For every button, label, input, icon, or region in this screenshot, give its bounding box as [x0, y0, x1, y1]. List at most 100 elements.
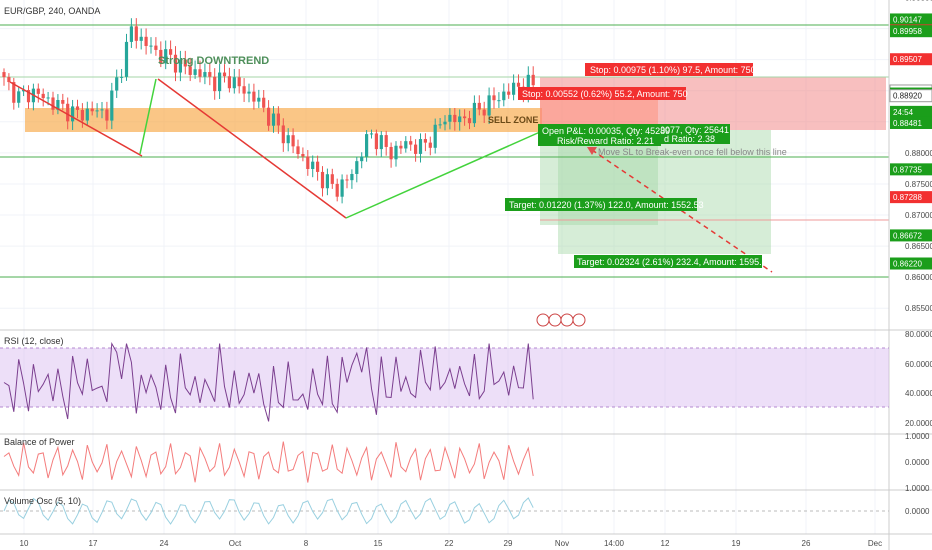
candle-body [7, 77, 11, 83]
candle-body [379, 135, 383, 150]
price-tag-label: 0.89958 [893, 27, 922, 36]
candle-body [173, 54, 178, 73]
candle-body [100, 109, 104, 111]
position-info-tag[interactable]: Open P&L: 0.00035, Qty: 45289 Risk/Rewar… [538, 124, 670, 146]
candle-body [257, 97, 261, 102]
candle-body [443, 121, 447, 125]
candle-body [56, 100, 60, 110]
time-axis[interactable]: 10 17 24 Oct 8 15 22 29 Nov 14:00 12 19 26 Dec [20, 539, 883, 548]
candle-body [242, 86, 246, 94]
candle-body [374, 133, 378, 150]
candle-body [198, 69, 202, 77]
price-tag [890, 257, 932, 270]
candle-body [232, 77, 236, 89]
candle-body [350, 173, 354, 181]
time-tick-label: 15 [374, 539, 383, 548]
price-tick-label: 0.87500 [905, 180, 932, 189]
target-1-tag[interactable]: Target: 0.01220 (1.37%) 122.0, Amount: 1… [505, 198, 704, 211]
time-tick-label: 10 [20, 539, 29, 548]
candle-body [193, 69, 197, 75]
time-tick-label: Oct [229, 539, 242, 548]
target-2-tag[interactable]: Target: 0.02324 (2.61%) 232.4, Amount: 1… [574, 255, 767, 268]
calendar-event-icon[interactable] [560, 313, 574, 327]
candle-body [301, 153, 305, 157]
candle-body [423, 139, 427, 143]
price-tag [889, 89, 932, 103]
svg-text:Open P&L: 0.00035, Qty: 45289: Open P&L: 0.00035, Qty: 45289 [542, 126, 670, 136]
svg-text:Target: 0.01220 (1.37%) 122.0,: Target: 0.01220 (1.37%) 122.0, Amount: 1… [509, 200, 704, 210]
rsi-title: RSI (12, close) [4, 336, 64, 346]
time-tick-label: 17 [89, 539, 98, 548]
candle-body [340, 179, 344, 197]
volume-osc-tick-label: 0.0000 [905, 507, 930, 516]
price-tag-label: 0.88481 [893, 119, 922, 128]
event-icons[interactable] [536, 313, 586, 327]
time-tick-label: 29 [504, 539, 513, 548]
price-tag [890, 25, 932, 38]
price-tag [890, 229, 932, 242]
short-position-tool[interactable] [540, 77, 886, 254]
candlestick-series [2, 18, 535, 204]
candle-body [448, 114, 452, 122]
stop-upper-tag[interactable]: Stop: 0.00975 (1.10%) 97.5, Amount: 750 [585, 63, 756, 76]
candle-body [120, 76, 124, 78]
candle-body [36, 88, 40, 94]
bop-tick-label: 0.0000 [905, 458, 930, 467]
price-tag [890, 191, 932, 204]
candle-body [267, 107, 271, 126]
candle-body [159, 49, 163, 64]
candle-body [129, 26, 133, 42]
candle-body [355, 161, 359, 174]
candle-body [492, 95, 496, 101]
breakeven-note[interactable]: Move SL to Break-even once fell below th… [587, 147, 787, 157]
candle-body [281, 125, 285, 144]
candle-body [41, 93, 45, 99]
position-info-back[interactable]: 0077, Qty: 25641 d Ratio: 2.38 [658, 124, 730, 144]
candle-body [139, 36, 143, 41]
calendar-event-icon[interactable] [548, 313, 562, 327]
candle-body [271, 113, 276, 126]
price-tick-label: 0.90500 [905, 0, 932, 3]
time-tick-label: 8 [304, 539, 309, 548]
candle-body [409, 141, 413, 145]
volume-osc-line [3, 497, 534, 525]
candle-body [164, 49, 168, 64]
candle-body [51, 97, 55, 110]
price-tick-label: 0.86500 [905, 242, 932, 251]
candle-body [467, 118, 472, 124]
price-tag [890, 116, 932, 129]
candle-body [218, 72, 222, 92]
candle-body [276, 113, 280, 126]
bop-line [3, 441, 534, 483]
candle-body [526, 74, 530, 94]
candle-body [66, 103, 70, 122]
candle-body [330, 174, 334, 184]
calendar-event-icon[interactable] [536, 313, 550, 327]
candle-body [438, 124, 442, 126]
candle-body [507, 91, 511, 95]
candle-body [477, 102, 481, 110]
candle-body [46, 97, 50, 99]
time-tick-label: 26 [802, 539, 811, 548]
horizontal-levels[interactable] [0, 24, 889, 278]
price-tag-label: 0.87288 [893, 193, 922, 202]
candle-body [487, 95, 491, 116]
calendar-event-icon[interactable] [572, 313, 586, 327]
time-tick-label: Dec [868, 539, 882, 548]
stop-lower-tag[interactable]: Stop: 0.00552 (0.62%) 55.2, Amount: 750 [518, 87, 688, 100]
bop-tick-label: 1.0000 [905, 484, 930, 493]
candle-body [286, 135, 290, 144]
candle-body [531, 74, 535, 86]
candle-body [365, 134, 369, 157]
svg-text:Risk/Reward Ratio: 2.21: Risk/Reward Ratio: 2.21 [557, 136, 654, 146]
candle-body [75, 106, 80, 110]
candle-body [2, 72, 6, 78]
candle-body [404, 141, 408, 149]
price-tag-label: 0.89507 [893, 55, 922, 64]
candle-body [183, 59, 187, 67]
candle-body [188, 66, 192, 75]
candle-body [345, 179, 349, 181]
candle-body [85, 108, 89, 121]
candle-body [399, 145, 403, 149]
